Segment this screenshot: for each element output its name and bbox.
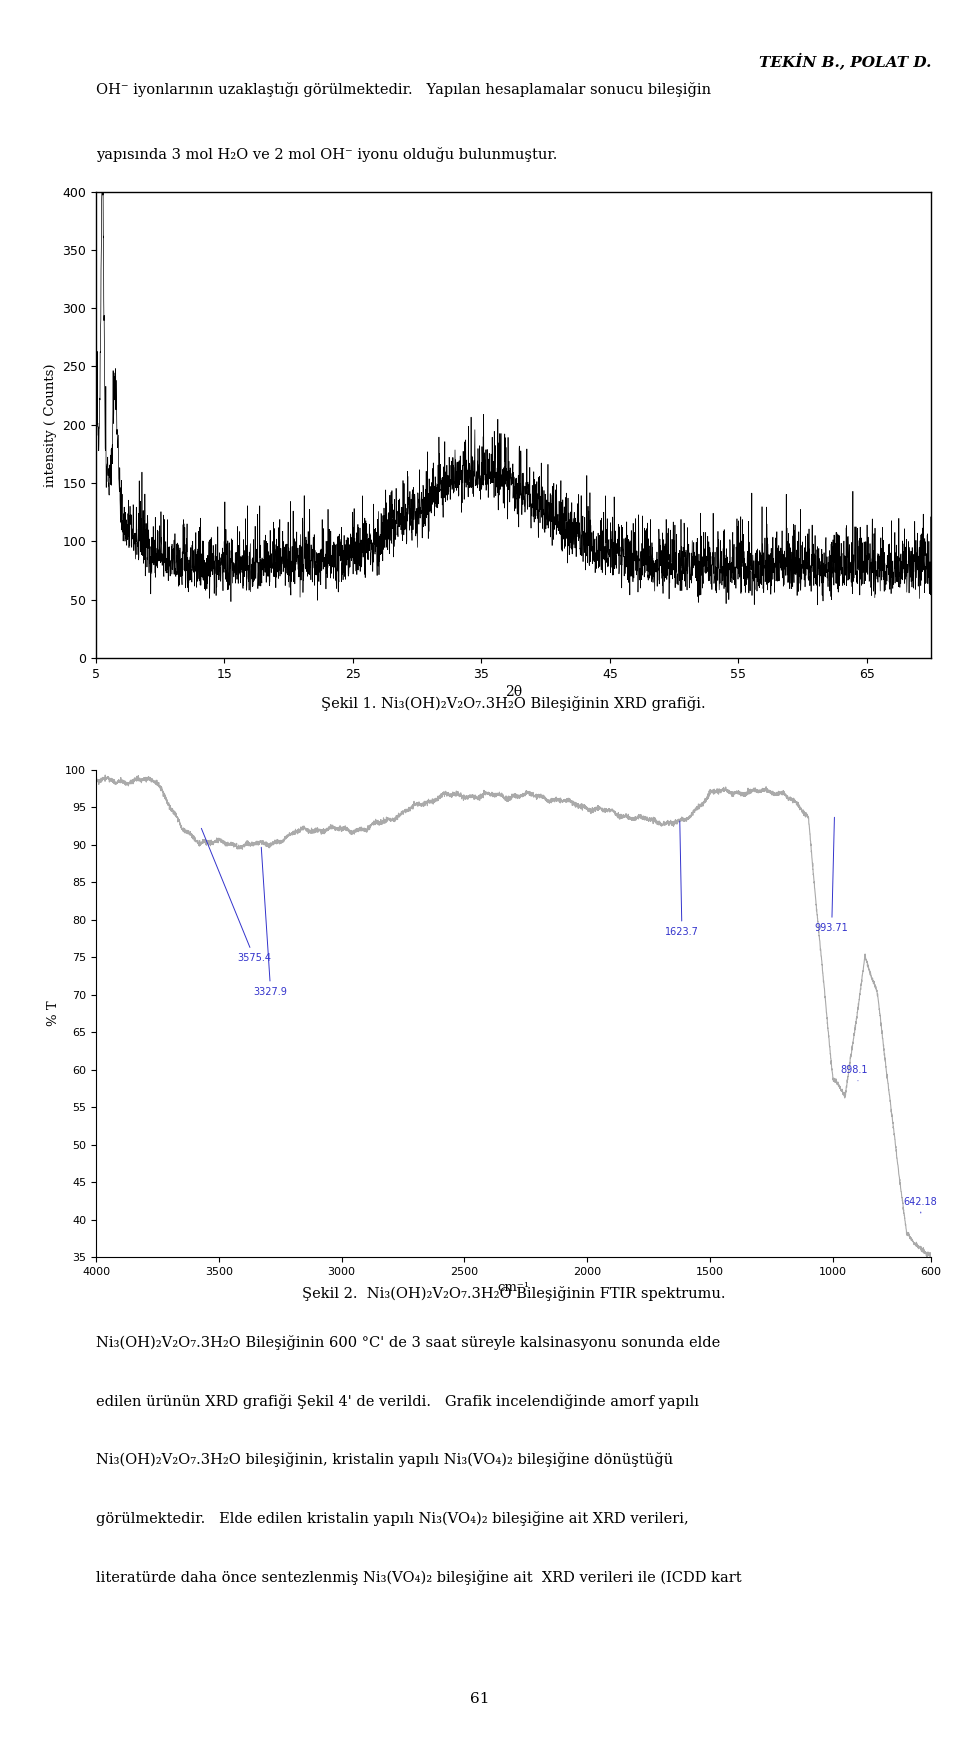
Text: 642.18: 642.18 [903, 1196, 937, 1213]
Text: 993.71: 993.71 [815, 817, 849, 933]
Text: Ni₃(OH)₂V₂O₇.3H₂O Bileşiğinin 600 °C' de 3 saat süreyle kalsinasyonu sonunda eld: Ni₃(OH)₂V₂O₇.3H₂O Bileşiğinin 600 °C' de… [96, 1335, 720, 1351]
Text: yapısında 3 mol H₂O ve 2 mol OH⁻ iyonu olduğu bulunmuştur.: yapısında 3 mol H₂O ve 2 mol OH⁻ iyonu o… [96, 148, 558, 162]
Text: 61: 61 [470, 1692, 490, 1706]
Text: 3327.9: 3327.9 [253, 848, 288, 996]
Text: TEKİN B., POLAT D.: TEKİN B., POLAT D. [758, 52, 931, 70]
Text: Ni₃(OH)₂V₂O₇.3H₂O bileşiğinin, kristalin yapılı Ni₃(VO₄)₂ bileşiğine dönüştüğü: Ni₃(OH)₂V₂O₇.3H₂O bileşiğinin, kristalin… [96, 1452, 673, 1468]
Y-axis label: intensity ( Counts): intensity ( Counts) [44, 364, 57, 486]
Text: edilen ürünün XRD grafiği Şekil 4' de verildi.   Grafik incelendiğinde amorf yap: edilen ürünün XRD grafiği Şekil 4' de ve… [96, 1395, 699, 1408]
Text: Şekil 1. Ni₃(OH)₂V₂O₇.3H₂O Bileşiğinin XRD grafiği.: Şekil 1. Ni₃(OH)₂V₂O₇.3H₂O Bileşiğinin X… [322, 695, 706, 710]
X-axis label: cm⁻¹: cm⁻¹ [497, 1281, 530, 1294]
Y-axis label: % T: % T [47, 1001, 60, 1025]
Text: OH⁻ iyonlarının uzaklaştığı görülmektedir.   Yapılan hesaplamalar sonucu bileşiğ: OH⁻ iyonlarının uzaklaştığı görülmektedi… [96, 82, 711, 97]
Text: Şekil 2.  Ni₃(OH)₂V₂O₇.3H₂O Bileşiğinin FTIR spektrumu.: Şekil 2. Ni₃(OH)₂V₂O₇.3H₂O Bileşiğinin F… [301, 1287, 726, 1301]
X-axis label: 2θ: 2θ [505, 684, 522, 698]
Text: 3575.4: 3575.4 [202, 829, 271, 963]
Text: 898.1: 898.1 [841, 1065, 868, 1081]
Text: 1623.7: 1623.7 [665, 822, 699, 937]
Text: literatürde daha önce sentezlenmiş Ni₃(VO₄)₂ bileşiğine ait  XRD verileri ile (I: literatürde daha önce sentezlenmiş Ni₃(V… [96, 1570, 742, 1584]
Text: görülmektedir.   Elde edilen kristalin yapılı Ni₃(VO₄)₂ bileşiğine ait XRD veril: görülmektedir. Elde edilen kristalin yap… [96, 1511, 688, 1527]
